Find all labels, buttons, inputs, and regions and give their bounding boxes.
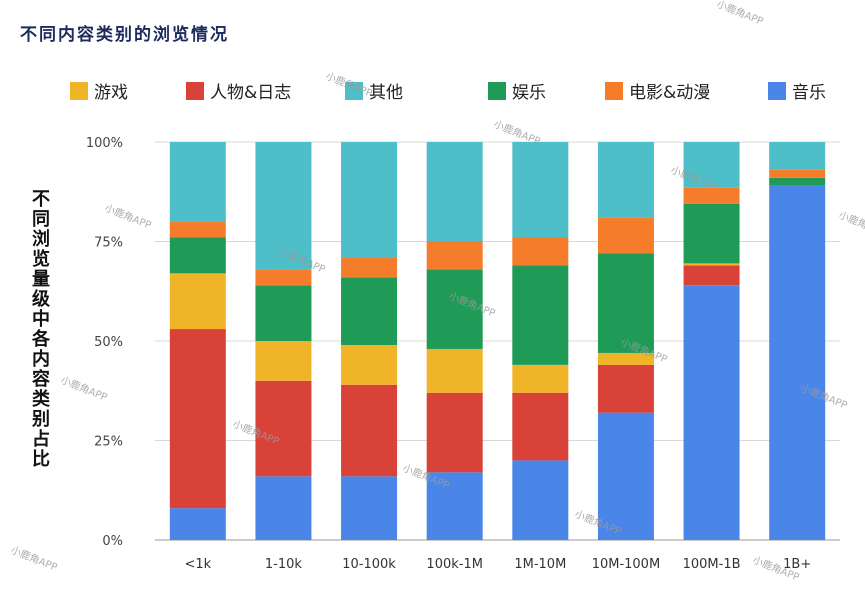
bar-segment xyxy=(426,142,483,242)
y-tick-label: 100% xyxy=(86,136,123,151)
legend-label-people-blogs: 人物&日志 xyxy=(210,83,292,103)
bar-segment xyxy=(169,508,226,540)
legend-label-film-animation: 电影&动漫 xyxy=(629,83,711,103)
legend-label-other: 其他 xyxy=(369,83,403,103)
legend-swatch-games xyxy=(70,81,88,100)
bar-segment xyxy=(341,344,398,385)
x-tick-label: 1B+ xyxy=(783,557,811,572)
bar-segment xyxy=(169,142,226,222)
bar-segment xyxy=(341,142,398,258)
bar-segment xyxy=(169,221,226,238)
bar-segment xyxy=(683,203,740,264)
bar-segment xyxy=(426,241,483,270)
bar-segment xyxy=(683,263,740,266)
x-tick-label: 1M-10M xyxy=(514,557,566,572)
bar-segment xyxy=(597,352,654,365)
bar-segment xyxy=(341,476,398,540)
y-tick-label: 0% xyxy=(102,534,123,549)
bar-segment xyxy=(597,412,654,540)
bar-segment xyxy=(341,277,398,345)
x-tick-label: 100k-1M xyxy=(426,557,483,572)
legend-swatch-other xyxy=(345,81,363,100)
bar-segment xyxy=(426,348,483,393)
y-tick-label: 75% xyxy=(94,236,123,251)
bar-segment xyxy=(426,269,483,349)
legend-item-entertainment: 娱乐 xyxy=(488,78,546,103)
y-tick-label: 50% xyxy=(94,335,123,350)
bar-segment xyxy=(597,142,654,218)
bar-segment xyxy=(683,285,740,540)
bar-segment xyxy=(512,265,569,365)
bar-segment xyxy=(512,460,569,540)
bar-segment xyxy=(683,187,740,204)
bar-segment xyxy=(597,217,654,254)
bar-segment xyxy=(512,237,569,266)
bar-segment xyxy=(255,142,312,270)
bar-segment xyxy=(512,392,569,461)
y-axis-label: 不同浏览量级中各内容类别占比 xyxy=(32,189,50,470)
bar-segment xyxy=(683,265,740,286)
legend-swatch-entertainment xyxy=(488,81,506,100)
legend-label-games: 游戏 xyxy=(94,83,128,103)
bar-segment xyxy=(255,476,312,540)
x-tick-label: 10-100k xyxy=(342,557,396,572)
bar-segment xyxy=(255,341,312,381)
legend-item-games: 游戏 xyxy=(70,78,128,103)
bar-segment xyxy=(169,273,226,330)
legend-swatch-film-animation xyxy=(605,81,623,100)
bar-segment xyxy=(512,142,569,238)
bar-segment xyxy=(769,177,826,186)
legend-label-music: 音乐 xyxy=(792,83,826,103)
bar-segment xyxy=(341,384,398,477)
legend-item-people-blogs: 人物&日志 xyxy=(186,78,291,103)
legend-swatch-people-blogs xyxy=(186,81,204,100)
bar-segment xyxy=(597,253,654,353)
bar-segment xyxy=(255,380,312,477)
x-tick-label: <1k xyxy=(184,557,211,572)
legend-label-entertainment: 娱乐 xyxy=(512,83,546,103)
bar-segment xyxy=(341,257,398,278)
bar-segment xyxy=(169,329,226,509)
bar-segment xyxy=(683,142,740,188)
bar-segment xyxy=(426,392,483,473)
x-tick-label: 1-10k xyxy=(265,557,303,572)
legend-item-film-animation: 电影&动漫 xyxy=(605,78,710,103)
bar-segment xyxy=(255,269,312,286)
y-tick-label: 25% xyxy=(94,435,123,450)
legend: 游戏 人物&日志 其他 娱乐 电影&动漫 音乐 xyxy=(0,78,865,104)
bar-segment xyxy=(512,364,569,393)
legend-item-other: 其他 xyxy=(345,78,403,103)
bar-segment xyxy=(769,169,826,178)
x-tick-label: 10M-100M xyxy=(592,557,660,572)
bar-segment xyxy=(597,364,654,413)
x-tick-label: 100M-1B xyxy=(683,557,741,572)
legend-swatch-music xyxy=(768,81,786,100)
bar-segment xyxy=(769,142,826,170)
bar-segment xyxy=(426,472,483,540)
bar-segment xyxy=(769,185,826,540)
legend-item-music: 音乐 xyxy=(768,78,826,103)
chart-title: 不同内容类别的浏览情况 xyxy=(20,25,229,45)
bar-segment xyxy=(255,285,312,341)
bar-segment xyxy=(169,237,226,274)
